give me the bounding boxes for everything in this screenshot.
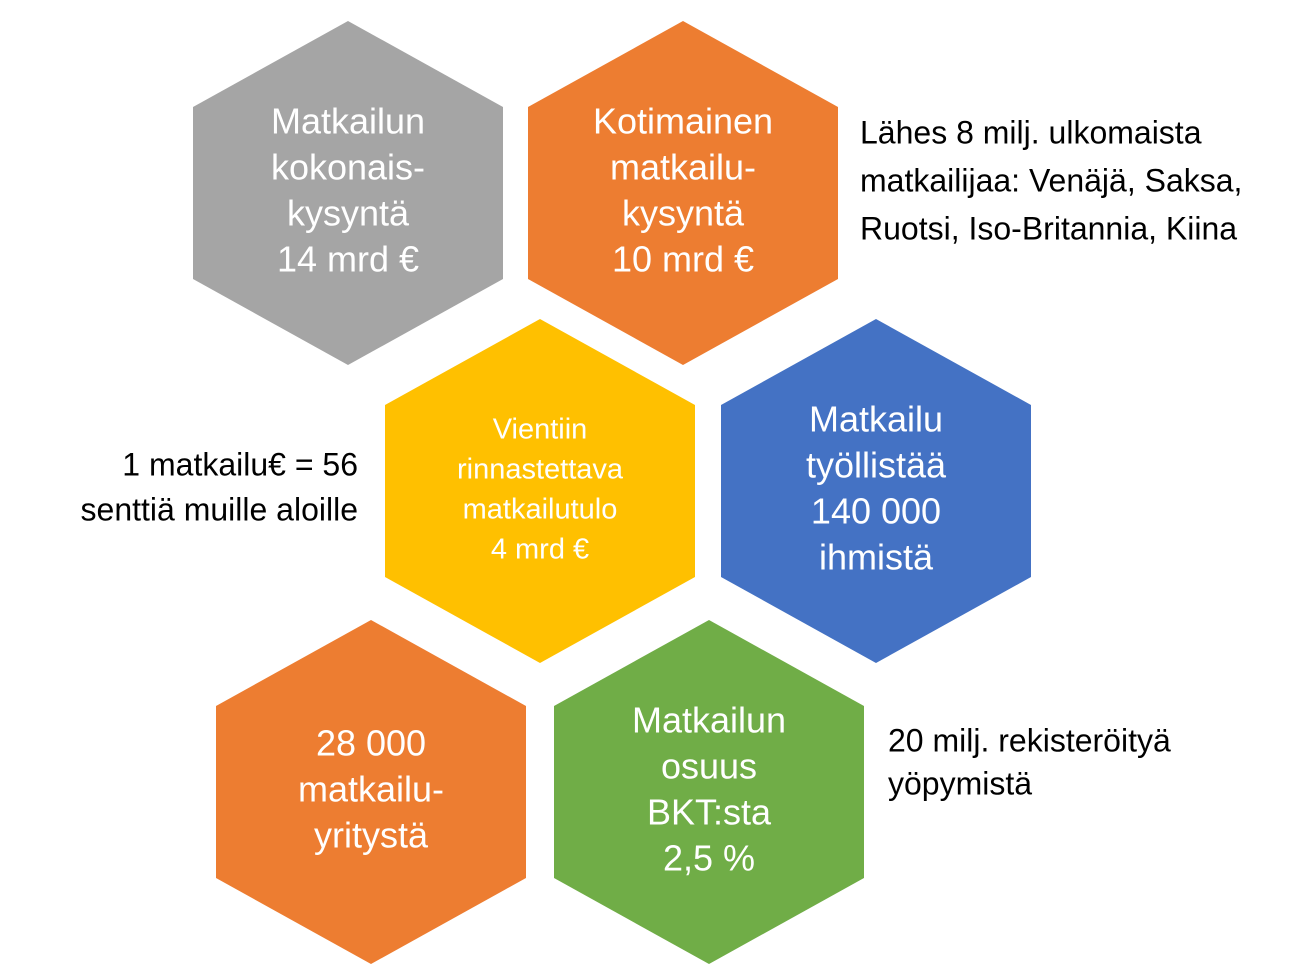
annotation: 1 matkailu€ = 56 (122, 446, 358, 482)
hexagon-label: osuus (661, 746, 757, 787)
annotation: Ruotsi, Iso-Britannia, Kiina (860, 210, 1237, 246)
annotation: matkailijaa: Venäjä, Saksa, (860, 162, 1242, 198)
hexagon (385, 319, 695, 663)
hexagon-label: 14 mrd € (277, 239, 419, 280)
hexagon-label: Matkailun (271, 101, 425, 142)
hexagon-label: yritystä (314, 815, 429, 856)
hexagon-label: BKT:sta (647, 792, 772, 833)
hexagon-label: Kotimainen (593, 101, 773, 142)
annotation: senttiä muille aloille (81, 491, 358, 527)
hexagon (528, 21, 838, 365)
hexagon-label: 10 mrd € (612, 239, 754, 280)
hexagon (721, 319, 1031, 663)
hexagon-label: 28 000 (316, 723, 426, 764)
hexagon-label: Matkailun (632, 700, 786, 741)
annotation: 20 milj. rekisteröityä (888, 722, 1171, 758)
hexagon-label: 140 000 (811, 491, 941, 532)
hexagon-label: matkailu- (610, 147, 756, 188)
hexagon-label: kysyntä (622, 193, 745, 234)
hexagon-label: matkailu- (298, 769, 444, 810)
hexagon-label: matkailutulo (463, 494, 618, 526)
annotation: Lähes 8 milj. ulkomaista (860, 114, 1202, 150)
hexagon-label: 2,5 % (663, 838, 755, 879)
hexagon-label: kokonais- (271, 147, 425, 188)
hexagon-label: Matkailu (809, 399, 943, 440)
hexagon (216, 620, 526, 964)
hexagon-label: kysyntä (287, 193, 410, 234)
annotation: yöpymistä (888, 765, 1032, 801)
hexagon-label: Vientiin (493, 414, 588, 446)
hexagon (554, 620, 864, 964)
hexagon (193, 21, 503, 365)
hexagon-label: työllistää (806, 445, 947, 486)
hexagon-label: 4 mrd € (491, 534, 589, 566)
hexagon-label: ihmistä (819, 537, 934, 578)
hexagon-label: rinnastettava (457, 454, 624, 486)
